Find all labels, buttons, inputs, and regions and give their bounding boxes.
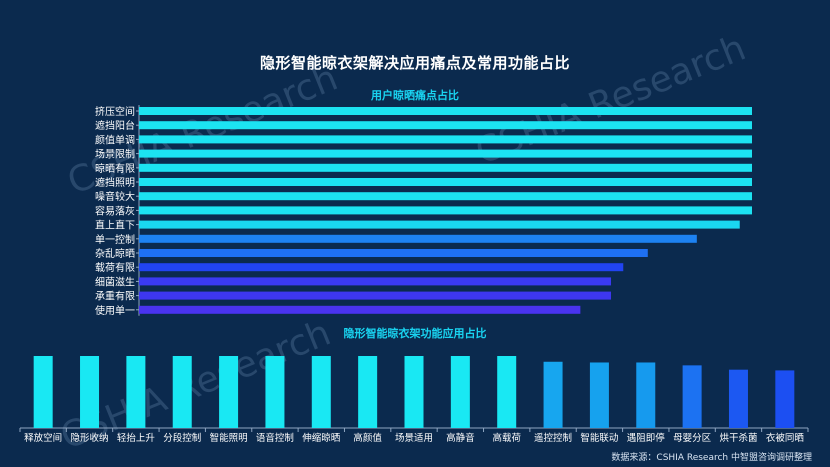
bar xyxy=(33,356,53,428)
x-tick-label: 衣被同晒 xyxy=(766,432,804,444)
y-tick-label: 遮挡照明 xyxy=(95,176,135,189)
x-tick-label: 高载荷 xyxy=(492,432,521,444)
y-tick-label: 细菌滋生 xyxy=(95,275,135,288)
x-tick-label: 分段控制 xyxy=(163,432,201,444)
bar xyxy=(589,362,609,428)
x-tick-label: 高静音 xyxy=(446,432,475,444)
bar xyxy=(682,365,702,428)
y-tick-label: 直上直下 xyxy=(95,219,135,232)
bar xyxy=(139,305,581,314)
x-tick-label: 高颜值 xyxy=(353,432,382,444)
y-tick-label: 噪音较大 xyxy=(95,190,135,203)
bar xyxy=(126,356,146,428)
chart-title-pain-points: 用户晾晒痛点占比 xyxy=(371,89,459,102)
page-title: 隐形智能晾衣架解决应用痛点及常用功能占比 xyxy=(259,54,570,72)
y-tick-label: 使用单一 xyxy=(95,304,135,317)
bar xyxy=(139,220,740,229)
bar xyxy=(497,356,517,428)
bar xyxy=(139,249,648,257)
bar xyxy=(636,362,656,428)
bar xyxy=(139,206,752,215)
x-tick-label: 母婴分区 xyxy=(673,433,712,444)
y-tick-label: 载荷有限 xyxy=(95,261,135,274)
x-tick-label: 轻抬上升 xyxy=(117,432,156,444)
y-tick-label: 场景限制 xyxy=(95,148,135,161)
y-tick-label: 容易落灰 xyxy=(95,204,135,217)
bar xyxy=(311,356,331,428)
x-tick-label: 遇阻即停 xyxy=(627,432,666,444)
y-tick-label: 挤压空间 xyxy=(95,105,135,118)
bar xyxy=(358,356,378,428)
bar xyxy=(265,356,285,428)
x-tick-label: 隐形收纳 xyxy=(71,432,109,444)
y-tick-label: 单一控制 xyxy=(95,233,135,246)
bar xyxy=(139,149,752,158)
bar xyxy=(80,356,100,428)
x-tick-label: 语音控制 xyxy=(256,432,294,444)
chart-title-functions: 隐形智能晾衣架功能应用占比 xyxy=(343,327,487,340)
x-tick-label: 伸缩晾晒 xyxy=(302,432,340,444)
bar xyxy=(404,356,424,428)
x-tick-label: 智能照明 xyxy=(210,432,248,444)
y-tick-label: 晾晒有限 xyxy=(95,162,135,175)
x-tick-label: 遥控控制 xyxy=(534,432,572,444)
bar xyxy=(450,356,470,428)
y-tick-label: 颜值单调 xyxy=(95,133,135,146)
bar xyxy=(728,369,748,428)
x-tick-label: 场景适用 xyxy=(395,433,433,444)
bar xyxy=(139,263,624,272)
bar xyxy=(543,361,563,428)
bar xyxy=(139,135,752,144)
bar xyxy=(172,356,192,428)
bar xyxy=(139,121,752,130)
x-tick-label: 智能联动 xyxy=(580,432,618,444)
y-tick-label: 承重有限 xyxy=(95,290,135,303)
y-tick-label: 遮挡阳台 xyxy=(95,119,135,132)
bar xyxy=(139,291,612,300)
source-note: 数据来源：CSHIA Research 中智盟咨询调研整理 xyxy=(611,453,812,463)
bar xyxy=(139,277,612,286)
bar xyxy=(139,178,752,186)
bar xyxy=(219,356,239,428)
x-tick-label: 烘干杀菌 xyxy=(719,432,757,444)
bar xyxy=(139,234,697,243)
bar xyxy=(139,192,752,201)
bar xyxy=(139,163,752,172)
bar xyxy=(775,370,795,428)
y-tick-label: 杂乱晾晒 xyxy=(95,247,135,260)
x-tick-label: 释放空间 xyxy=(24,432,62,444)
bar xyxy=(139,107,752,115)
